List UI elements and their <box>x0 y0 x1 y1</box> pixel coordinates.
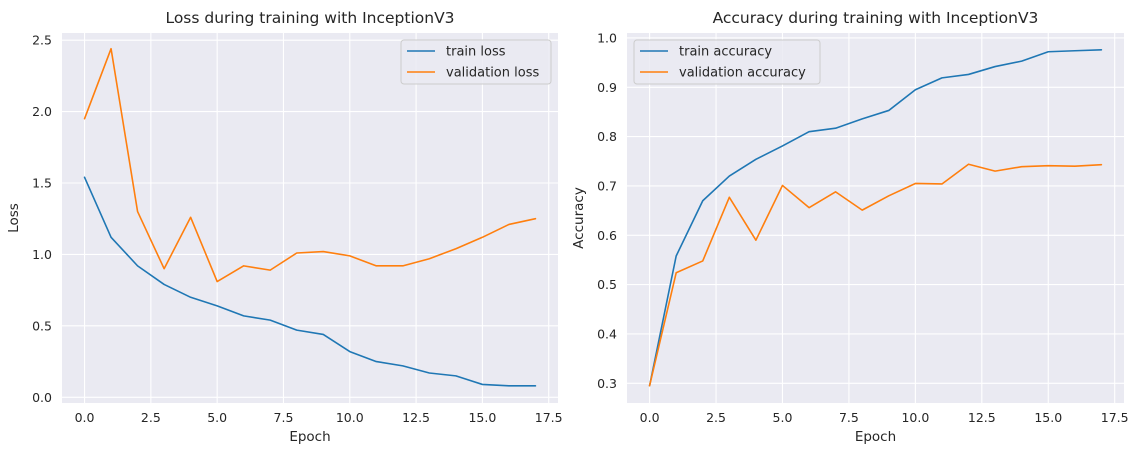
legend: train loss validation loss <box>400 39 552 85</box>
x-axis-label: Epoch <box>855 429 896 445</box>
legend-frame <box>633 39 821 85</box>
x-tick-label: 10.0 <box>336 410 364 425</box>
x-tick-label: 15.0 <box>1034 410 1062 425</box>
y-tick-label: 1.5 <box>32 176 52 191</box>
x-tick-label: 2.5 <box>706 410 726 425</box>
x-tick-label: 2.5 <box>141 410 161 425</box>
legend-frame <box>400 39 552 85</box>
x-tick-label: 10.0 <box>901 410 929 425</box>
x-tick-label: 12.5 <box>402 410 430 425</box>
x-tick-label: 0.0 <box>75 410 95 425</box>
y-tick-label: 0.4 <box>597 326 617 341</box>
legend-label: validation loss <box>446 66 539 81</box>
x-tick-label: 7.5 <box>839 410 859 425</box>
legend-label: train loss <box>446 45 506 60</box>
legend-label: train accuracy <box>679 45 772 60</box>
y-tick-label: 0.9 <box>597 80 617 95</box>
y-tick-label: 1.0 <box>32 247 52 262</box>
x-tick-label: 15.0 <box>468 410 496 425</box>
accuracy-chart: 0.0 2.5 5.0 7.5 10.0 12.5 15.0 17.5 0.3 0.4 0.5 0.6… <box>571 9 1129 445</box>
x-tick-label: 12.5 <box>968 410 996 425</box>
x-tick-label: 17.5 <box>1101 410 1129 425</box>
y-tick-label: 0.5 <box>32 318 52 333</box>
y-tick-label: 0.0 <box>32 390 52 405</box>
y-tick-label: 1.0 <box>597 30 617 45</box>
chart-title: Accuracy during training with InceptionV… <box>713 9 1039 27</box>
x-tick-label: 5.0 <box>773 410 793 425</box>
y-tick-label: 0.5 <box>597 277 617 292</box>
y-tick-label: 0.8 <box>597 129 617 144</box>
y-tick-label: 0.6 <box>597 228 617 243</box>
y-axis-label: Loss <box>6 203 22 233</box>
plot-area <box>62 33 558 403</box>
plot-area <box>627 33 1124 403</box>
y-tick-label: 2.5 <box>32 33 52 48</box>
x-tick-label: 5.0 <box>207 410 227 425</box>
series-line-train-accuracy <box>648 48 1103 387</box>
chart-title: Loss during training with InceptionV3 <box>165 9 454 27</box>
series-line-validation-loss <box>83 47 537 283</box>
series-line-train-loss <box>83 176 537 387</box>
x-axis-label: Epoch <box>289 429 330 445</box>
legend-label: validation accuracy <box>679 66 806 81</box>
x-tick-label: 0.0 <box>640 410 660 425</box>
loss-chart: 0.0 2.5 5.0 7.5 10.0 12.5 15.0 17.5 0.0 0.5 1.0 1.5… <box>6 9 563 445</box>
x-tick-label: 7.5 <box>274 410 294 425</box>
legend: train accuracy validation accuracy <box>633 39 821 85</box>
y-tick-label: 2.0 <box>32 104 52 119</box>
x-tick-label: 17.5 <box>535 410 563 425</box>
y-tick-label: 0.3 <box>597 376 617 391</box>
series-line-validation-accuracy <box>648 163 1103 387</box>
y-axis-label: Accuracy <box>571 187 587 249</box>
y-tick-label: 0.7 <box>597 178 617 193</box>
